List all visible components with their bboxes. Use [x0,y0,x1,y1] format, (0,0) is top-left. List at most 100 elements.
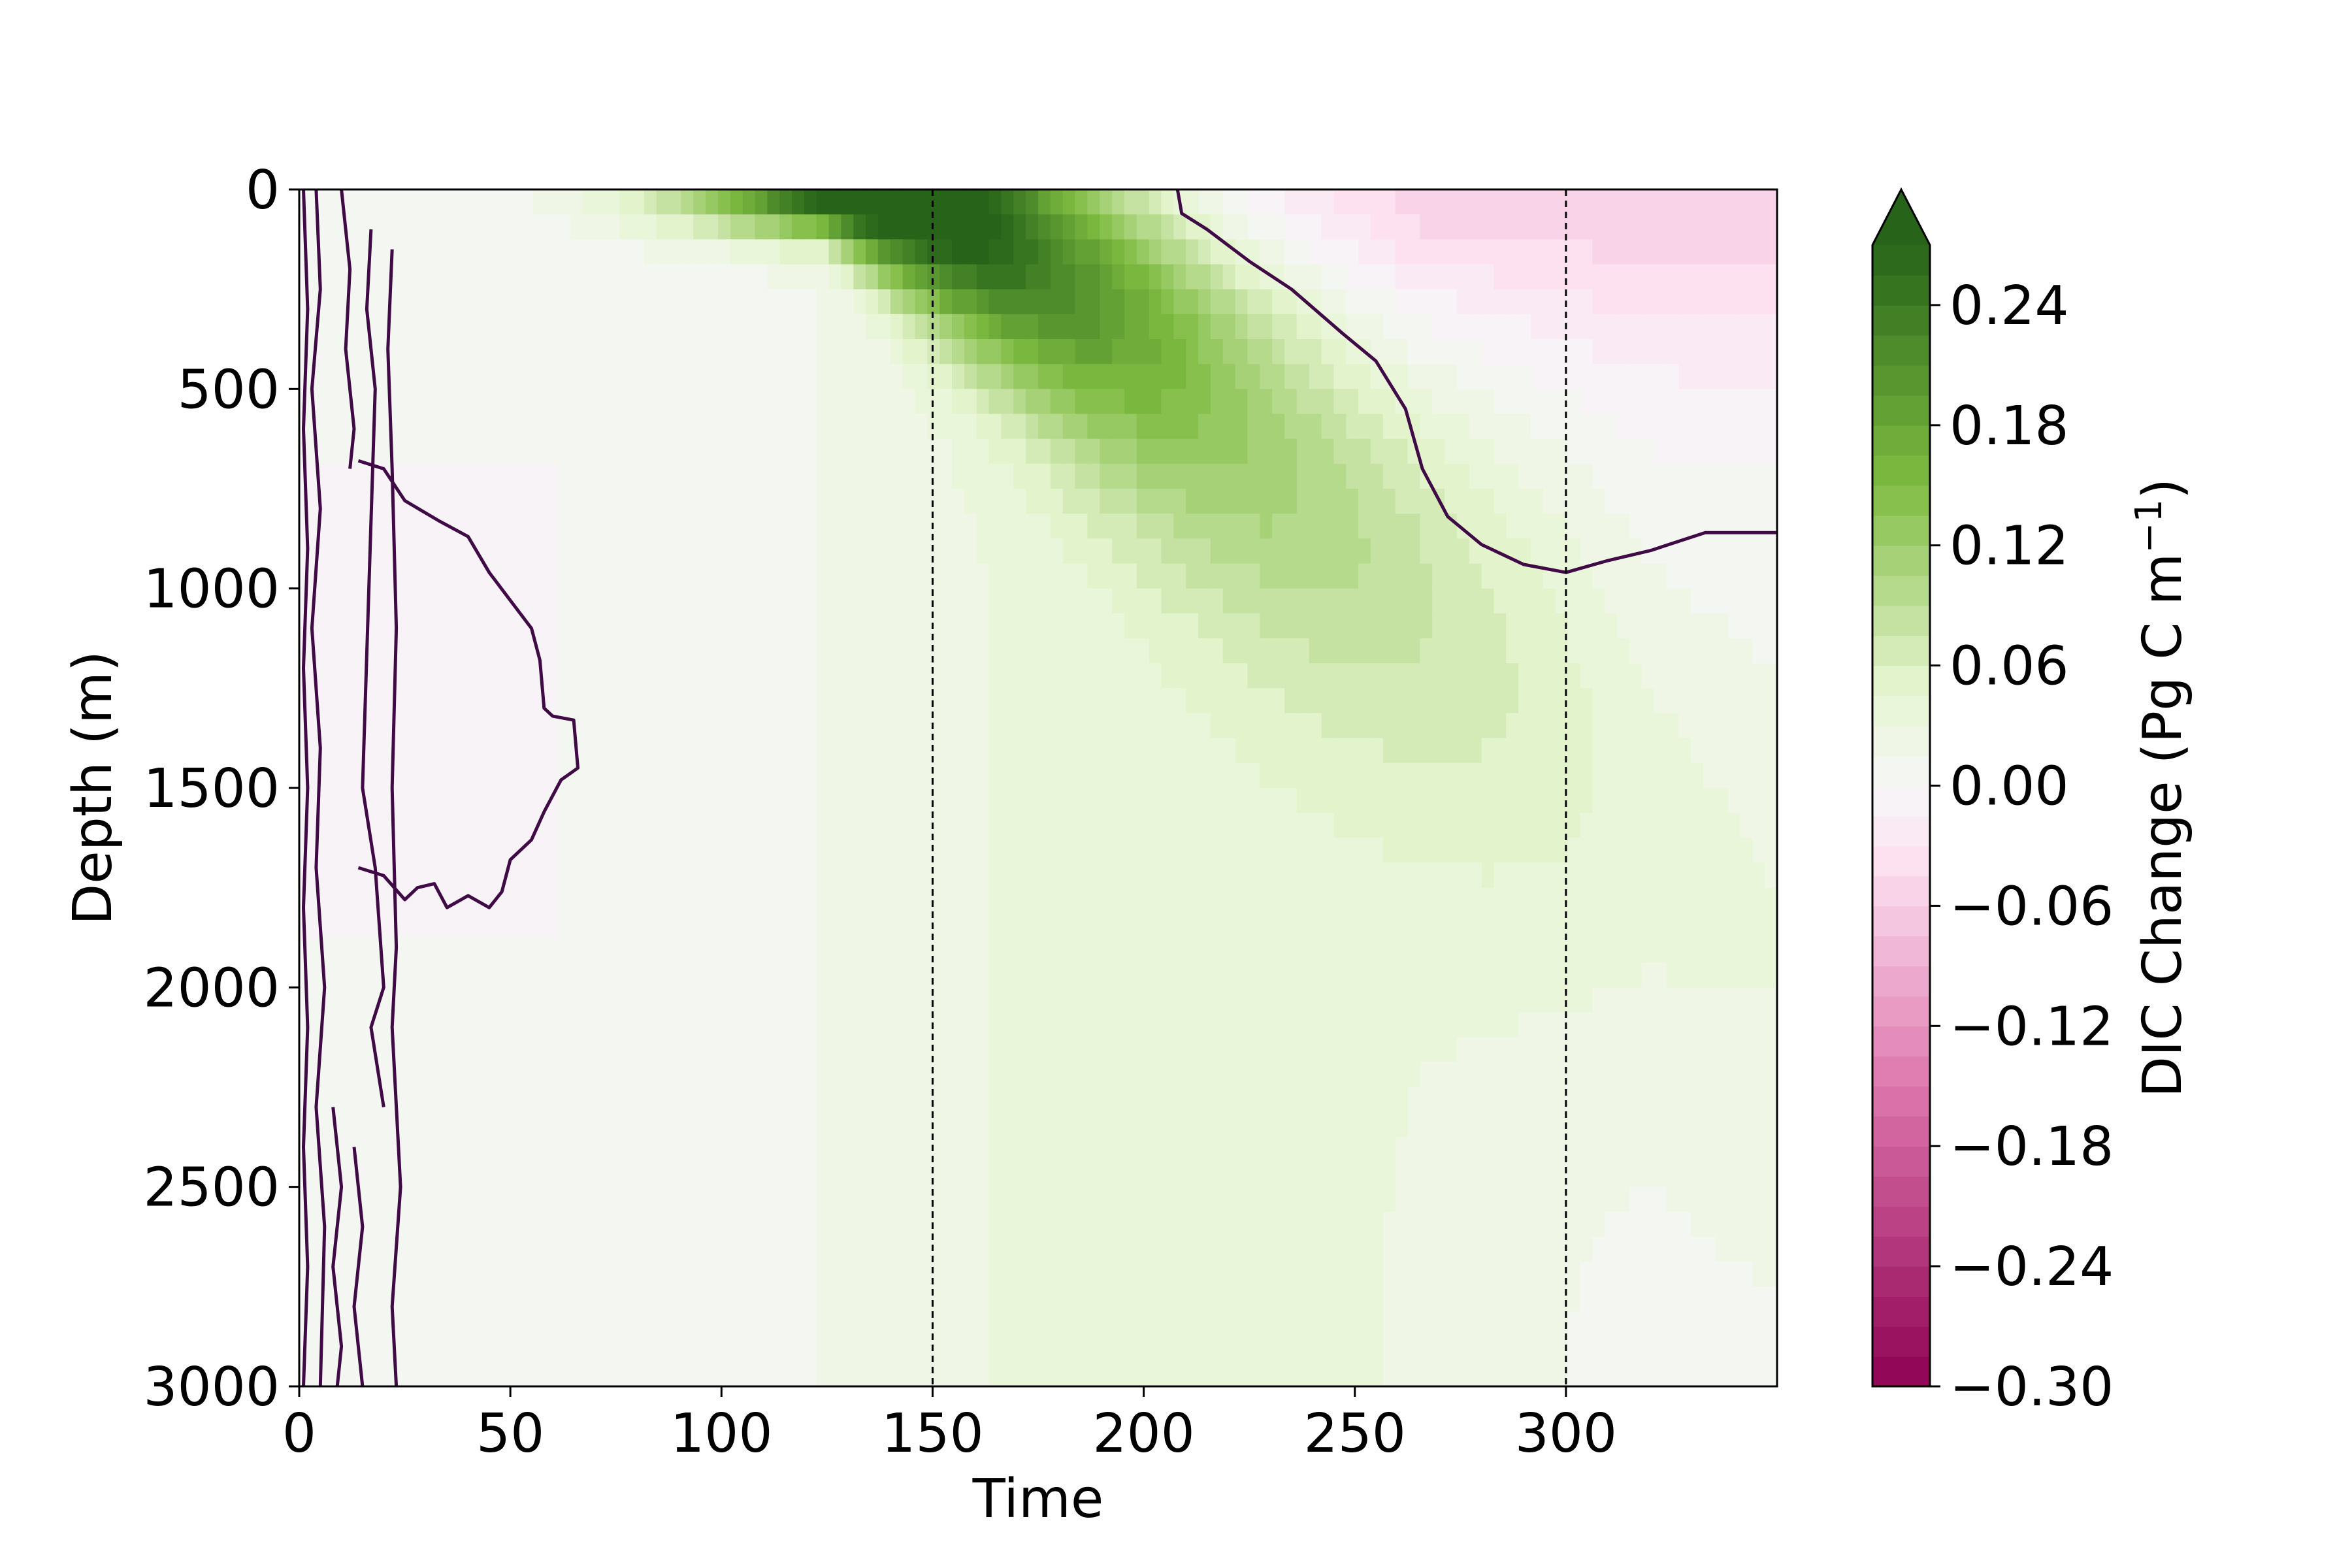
heatmap-cell [828,838,842,864]
heatmap-cell [1296,987,1310,1013]
heatmap-cell [582,813,596,839]
heatmap-cell [890,738,904,764]
heatmap-cell [521,713,534,739]
heatmap-cell [1346,613,1359,639]
heatmap-cell [1407,463,1421,489]
heatmap-cell [1198,713,1211,739]
heatmap-cell [1284,838,1298,864]
heatmap-cell [582,938,596,963]
heatmap-cell [1038,1037,1051,1063]
heatmap-cell [607,289,620,315]
heatmap-cell [533,189,546,215]
heatmap-cell [1186,414,1199,440]
heatmap-cell [1481,339,1495,365]
heatmap-cell [1567,1211,1581,1237]
heatmap-cell [952,738,965,764]
heatmap-cell [964,489,977,514]
heatmap-cell [1543,688,1556,714]
heatmap-cell [336,389,350,415]
heatmap-cell [792,663,805,689]
heatmap-cell [755,563,768,589]
heatmap-cell [1136,489,1150,514]
heatmap-cell [1309,1112,1322,1138]
heatmap-cell [1543,1237,1556,1262]
heatmap-cell [533,289,546,315]
heatmap-cell [1567,713,1581,739]
heatmap-cell [1445,762,1458,789]
heatmap-cell [644,414,657,440]
heatmap-cell [1210,1087,1224,1113]
heatmap-cell [557,887,571,913]
heatmap-cell [1506,1112,1519,1138]
heatmap-cell [546,514,559,540]
heatmap-cell [779,688,792,714]
heatmap-cell [1469,1112,1482,1138]
heatmap-cell [1543,663,1556,689]
heatmap-cell [1395,938,1409,963]
heatmap-cell [1062,364,1076,390]
heatmap-cell [976,688,990,714]
heatmap-cell [1333,887,1347,913]
heatmap-cell [1469,1062,1482,1088]
heatmap-cell [644,339,657,365]
heatmap-cell [1100,1211,1113,1237]
heatmap-cell [483,588,497,614]
heatmap-cell [1013,838,1026,864]
heatmap-cell [508,538,522,564]
heatmap-cell [1506,189,1519,215]
heatmap-cell [1112,638,1125,664]
heatmap-cell [521,339,534,365]
heatmap-cell [1284,264,1298,290]
heatmap-cell [1420,1087,1433,1113]
heatmap-cell [459,1087,472,1113]
heatmap-cell [595,1012,608,1038]
heatmap-cell [422,1112,436,1138]
heatmap-cell [1161,912,1175,938]
heatmap-cell [804,738,817,764]
heatmap-cell [1481,1087,1495,1113]
heatmap-cell [1567,738,1581,764]
heatmap-cell [1050,962,1064,988]
heatmap-cell [1198,463,1211,489]
heatmap-cell [1161,389,1175,415]
heatmap-cell [546,1311,559,1337]
heatmap-cell [348,813,362,839]
heatmap-cell [1026,463,1039,489]
heatmap-cell [1235,1137,1249,1163]
heatmap-cell [1075,289,1088,315]
heatmap-cell [730,1012,743,1038]
heatmap-cell [706,962,719,988]
heatmap-cell [1112,688,1125,714]
heatmap-cell [434,1062,448,1088]
heatmap-cell [1272,588,1285,614]
heatmap-cell [422,1037,436,1063]
heatmap-cell [1050,1012,1064,1038]
heatmap-cell [717,1112,731,1138]
heatmap-cell [619,588,632,614]
heatmap-cell [706,1062,719,1088]
heatmap-cell [1506,663,1519,689]
heatmap-cell [1296,1087,1310,1113]
heatmap-cell [1382,514,1396,540]
heatmap-cell [1222,1336,1236,1362]
heatmap-cell [1136,289,1150,315]
heatmap-cell [1395,788,1409,813]
heatmap-cell [557,1311,571,1337]
heatmap-cell [483,538,497,564]
heatmap-cell [348,514,362,540]
heatmap-cell [1333,1087,1347,1113]
heatmap-cell [546,713,559,739]
heatmap-cell [1567,613,1581,639]
heatmap-cell [521,638,534,664]
heatmap-cell [521,264,534,290]
heatmap-cell [1333,638,1347,664]
heatmap-cell [422,762,436,789]
heatmap-cell [1161,1062,1175,1088]
heatmap-cell [1112,813,1125,839]
heatmap-cell [1013,189,1026,215]
heatmap-cell [1198,489,1211,514]
heatmap-cell [361,1186,374,1213]
heatmap-cell [1481,563,1495,589]
heatmap-cell [1284,1211,1298,1237]
heatmap-cell [1149,214,1162,240]
